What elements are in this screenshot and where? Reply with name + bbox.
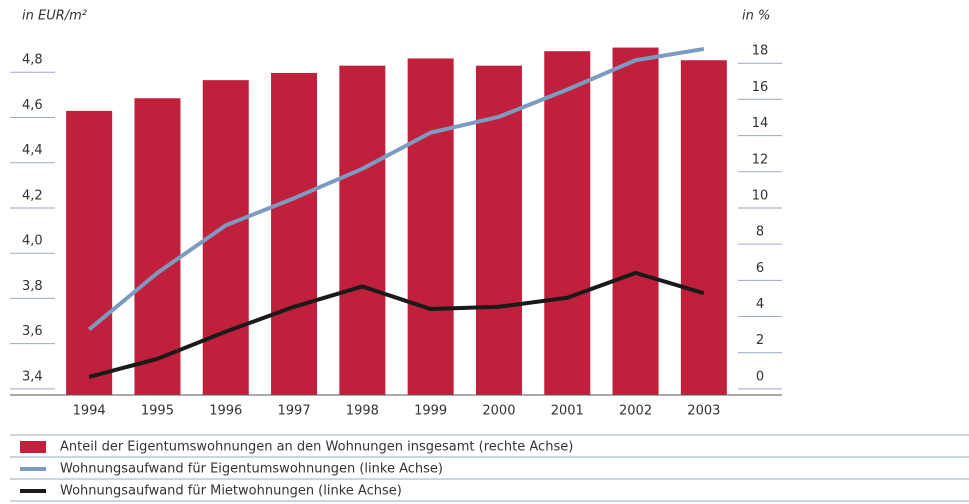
bar — [134, 98, 181, 395]
x-tick-label: 2002 — [619, 404, 652, 419]
y-tick-label: 4,8 — [22, 53, 43, 68]
y2-tick-label: 18 — [752, 44, 769, 59]
y2-tick-label: 0 — [756, 369, 764, 384]
bar — [339, 65, 386, 396]
legend-label: Anteil der Eigentumswohnungen an den Woh… — [60, 440, 573, 455]
legend-swatch — [20, 441, 46, 453]
x-tick-label: 1998 — [346, 404, 379, 419]
line — [87, 46, 705, 331]
bar — [271, 72, 318, 396]
bar — [612, 47, 659, 395]
y2-axis-label: in % — [742, 9, 770, 24]
y2-tick-label: 4 — [756, 297, 764, 312]
y2-tick-label: 2 — [756, 333, 764, 348]
x-tick-label: 2003 — [687, 404, 720, 419]
y-axis-label: in EUR/m² — [22, 9, 87, 24]
y2-tick-label: 16 — [752, 80, 769, 95]
legend-label: Wohnungsaufwand für Mietwohnungen (linke… — [60, 484, 402, 499]
y2-tick-label: 12 — [752, 152, 769, 167]
y2-tick-label: 6 — [756, 261, 764, 276]
y-tick-label: 4,2 — [22, 188, 43, 203]
bar — [544, 51, 591, 395]
x-tick-label: 2001 — [551, 404, 584, 419]
bar — [407, 58, 454, 396]
y-tick-label: 4,0 — [22, 234, 43, 249]
y-tick-label: 3,8 — [22, 279, 43, 294]
y-tick-label: 4,6 — [22, 98, 43, 113]
x-tick-label: 1994 — [73, 404, 106, 419]
bar — [66, 110, 113, 396]
x-tick-label: 1996 — [209, 404, 242, 419]
y-tick-label: 3,4 — [22, 369, 43, 384]
y2-tick-label: 14 — [752, 116, 769, 131]
bar — [680, 60, 727, 395]
y-tick-label: 3,6 — [22, 324, 43, 339]
legend-label: Wohnungsaufwand für Eigentumswohnungen (… — [60, 462, 443, 477]
y-tick-label: 4,4 — [22, 143, 43, 158]
x-tick-label: 1995 — [141, 404, 174, 419]
y2-tick-label: 8 — [756, 225, 764, 240]
y2-tick-label: 10 — [752, 188, 769, 203]
line — [88, 270, 705, 379]
x-tick-label: 1999 — [414, 404, 447, 419]
x-tick-label: 1997 — [278, 404, 311, 419]
x-tick-label: 2000 — [482, 404, 515, 419]
